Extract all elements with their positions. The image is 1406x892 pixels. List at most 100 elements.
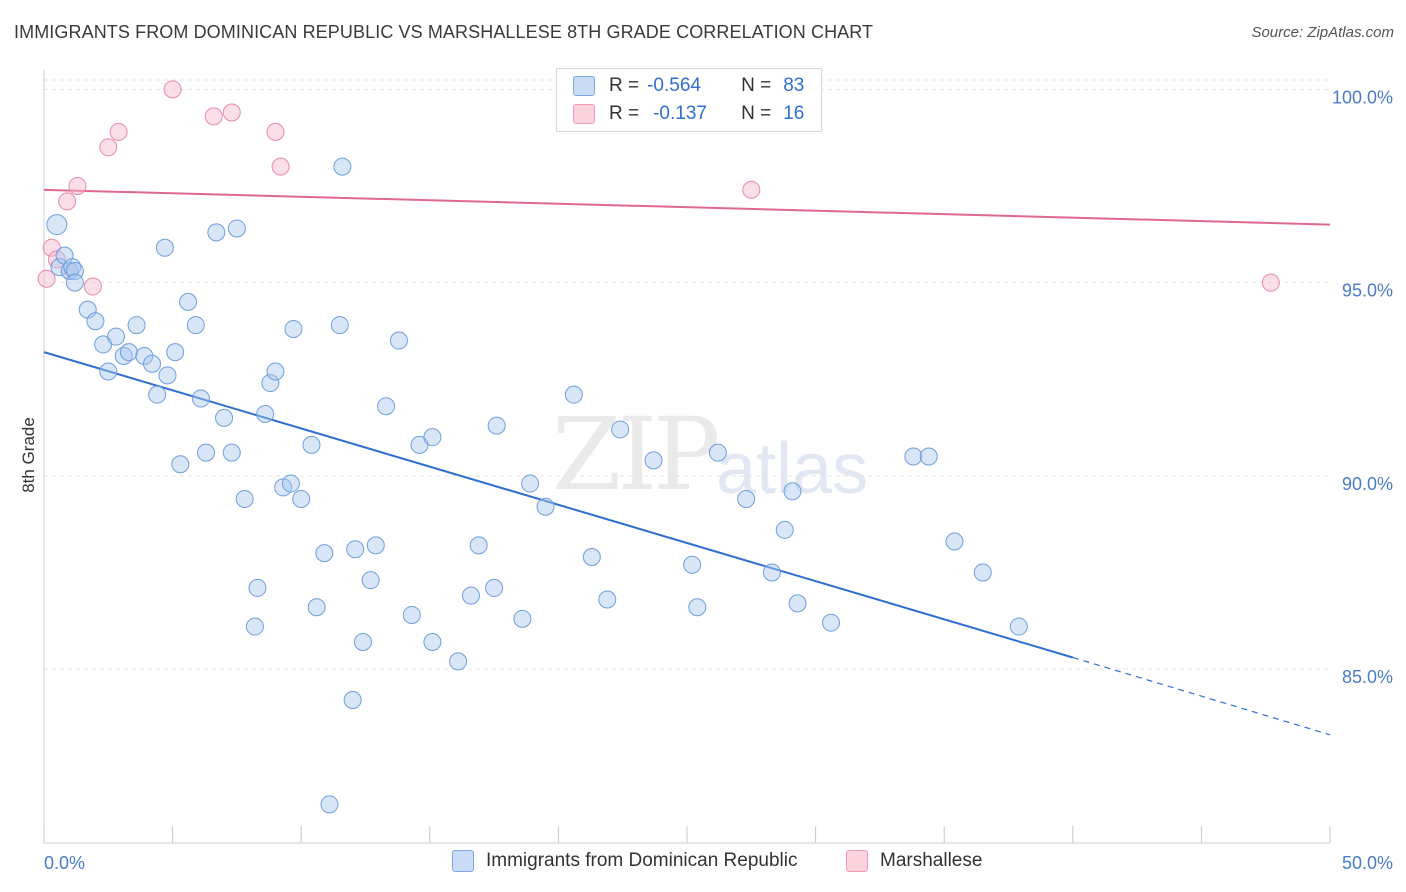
data-point-dominican — [598, 590, 617, 609]
data-point-dominican — [513, 609, 532, 628]
legend-row-dominican: R = -0.564 N = 83 — [573, 73, 804, 99]
data-point-dominican — [50, 258, 69, 277]
legend-n-label: N = — [741, 103, 772, 124]
data-point-dominican — [402, 605, 421, 624]
data-point-dominican — [86, 312, 105, 331]
data-point-dominican — [973, 563, 992, 582]
data-point-dominican — [99, 362, 118, 381]
data-point-dominican — [158, 366, 177, 385]
data-point-dominican — [179, 292, 198, 311]
data-point-dominican — [762, 563, 781, 582]
trend-line-dominican-extrapolated — [1072, 656, 1331, 736]
data-point-dominican — [207, 223, 226, 242]
data-point-dominican — [330, 316, 349, 335]
data-point-dominican — [775, 520, 794, 539]
x-tick-label: 50.0% — [1342, 853, 1393, 873]
data-point-dominican — [302, 435, 321, 454]
data-point-dominican — [281, 474, 300, 493]
x-tick-label: 0.0% — [44, 853, 85, 873]
data-point-dominican — [582, 547, 601, 566]
data-point-dominican — [284, 319, 303, 338]
series-marshallese-points — [37, 80, 1280, 296]
data-point-dominican — [222, 443, 241, 462]
legend-item-marshallese[interactable]: Marshallese — [846, 850, 982, 872]
legend-label-marshallese: Marshallese — [880, 850, 983, 871]
data-point-dominican — [235, 490, 254, 509]
legend-label-dominican: Immigrants from Dominican Republic — [486, 850, 798, 871]
data-point-dominican — [611, 420, 630, 439]
legend-r-label: R = — [609, 103, 640, 124]
data-point-dominican — [353, 633, 372, 652]
axes — [43, 70, 1331, 844]
data-point-dominican — [904, 447, 923, 466]
data-point-dominican — [737, 490, 756, 509]
trend-line-marshallese — [43, 188, 1331, 226]
data-point-dominican — [423, 633, 442, 652]
data-point-dominican — [343, 690, 362, 709]
data-point-marshallese — [163, 80, 182, 99]
data-point-dominican — [261, 374, 280, 393]
legend-n-label: N = — [741, 75, 772, 96]
trend-line-dominican — [43, 351, 1074, 659]
data-point-dominican — [256, 404, 275, 423]
data-point-dominican — [148, 385, 167, 404]
data-point-marshallese — [742, 180, 761, 199]
legend-r-label: R = — [609, 75, 640, 96]
data-point-dominican — [307, 598, 326, 617]
data-point-dominican — [708, 443, 727, 462]
y-axis-label: 8th Grade — [19, 417, 38, 493]
watermark-atlas: atlas — [716, 429, 869, 509]
legend-row-marshallese: R = -0.137 N = 16 — [573, 101, 804, 127]
data-point-dominican — [788, 594, 807, 613]
trend-lines — [43, 188, 1331, 736]
data-point-marshallese — [266, 122, 285, 141]
y-tick-label: 85.0% — [1342, 667, 1393, 687]
data-point-dominican — [155, 238, 174, 257]
legend-swatch-pink — [846, 850, 868, 872]
data-point-marshallese — [37, 269, 56, 288]
data-point-dominican — [485, 578, 504, 597]
data-point-dominican — [171, 455, 190, 474]
data-point-marshallese — [99, 138, 118, 157]
data-point-dominican — [783, 482, 802, 501]
legend-item-dominican[interactable]: Immigrants from Dominican Republic — [452, 850, 798, 872]
y-tick-label: 90.0% — [1342, 474, 1393, 494]
data-point-marshallese — [222, 103, 241, 122]
data-point-dominican — [186, 316, 205, 335]
data-point-dominican — [292, 490, 311, 509]
data-point-dominican — [107, 327, 126, 346]
data-point-dominican — [822, 613, 841, 632]
data-point-dominican — [191, 389, 210, 408]
data-point-dominican — [366, 536, 385, 555]
data-point-dominican — [46, 214, 68, 236]
correlation-legend: R = -0.564 N = 83 R = -0.137 N = 16 — [556, 68, 822, 132]
legend-swatch-blue — [452, 850, 474, 872]
data-point-marshallese — [83, 277, 102, 296]
data-point-dominican — [245, 617, 264, 636]
data-point-dominican — [389, 331, 408, 350]
y-tick-labels: 85.0% 90.0% 95.0% 100.0% — [1332, 87, 1393, 687]
data-point-dominican — [65, 273, 84, 292]
legend-n-value: 16 — [783, 103, 805, 124]
legend-r-value: -0.137 — [653, 103, 707, 124]
gridlines — [44, 79, 1330, 670]
data-point-marshallese — [1261, 273, 1280, 292]
data-point-dominican — [197, 443, 216, 462]
data-point-dominican — [135, 347, 154, 366]
data-point-dominican — [346, 540, 365, 559]
data-point-dominican — [227, 219, 246, 238]
data-point-dominican — [423, 428, 442, 447]
data-point-dominican — [449, 652, 468, 671]
legend-r-value: -0.564 — [647, 75, 701, 96]
data-point-dominican — [215, 408, 234, 427]
data-point-dominican — [564, 385, 583, 404]
watermark-zip: ZIP — [552, 396, 720, 513]
legend-swatch-blue — [573, 76, 595, 96]
data-point-dominican — [266, 362, 285, 381]
y-tick-label: 95.0% — [1342, 281, 1393, 301]
data-point-dominican — [683, 555, 702, 574]
data-point-dominican — [320, 795, 339, 814]
data-point-marshallese — [58, 192, 77, 211]
data-point-marshallese — [68, 176, 87, 195]
